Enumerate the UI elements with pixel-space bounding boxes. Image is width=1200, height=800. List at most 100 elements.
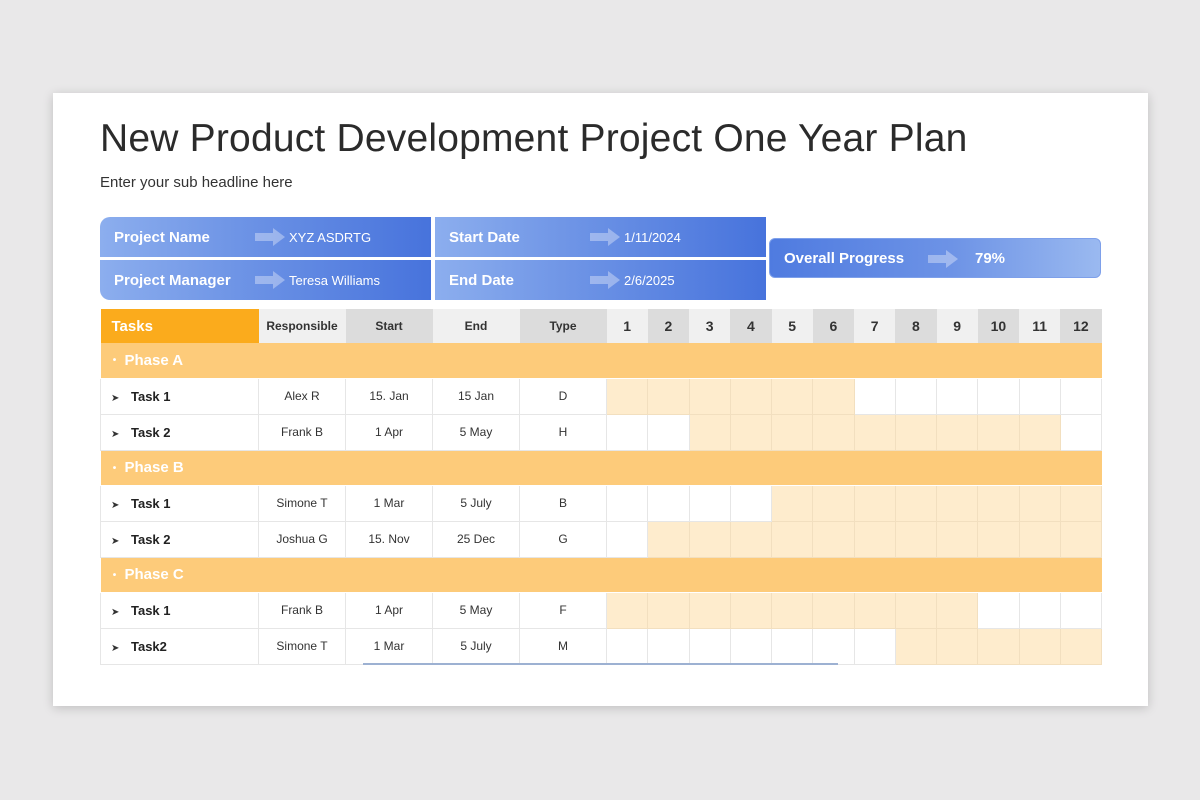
chevron-right-icon: ➤ — [111, 392, 120, 404]
arrow-right-icon — [590, 228, 620, 246]
task-type: D — [519, 377, 607, 415]
gantt-bar-cell — [729, 591, 773, 629]
gantt-bar-cell — [770, 484, 814, 522]
header-month: 11 — [1019, 309, 1061, 343]
header-month: 8 — [895, 309, 937, 343]
gantt-empty-cell — [770, 627, 814, 665]
gantt-empty-cell — [977, 591, 1020, 629]
task-responsible: Joshua G — [258, 520, 346, 558]
gantt-bar-cell — [812, 484, 855, 522]
gantt-empty-cell — [605, 413, 649, 451]
header-month: 1 — [606, 309, 648, 343]
header-month: 4 — [730, 309, 772, 343]
task-responsible: Simone T — [258, 627, 346, 665]
gantt-empty-cell — [688, 627, 731, 665]
task-name: Task 2 — [131, 424, 171, 440]
task-type: G — [519, 520, 607, 558]
end-date-box: End Date 2/6/2025 — [435, 260, 766, 300]
gantt-bar-cell — [894, 591, 938, 629]
header-month: 10 — [977, 309, 1019, 343]
phase-cell: • Phase B — [100, 450, 1102, 486]
gantt-bar-cell — [853, 413, 896, 451]
arrow-right-icon — [928, 250, 958, 268]
task-name-cell: ➤ Task 1 — [100, 591, 259, 629]
overall-progress-value: 79% — [975, 250, 1006, 267]
gantt-bar-cell — [729, 377, 773, 415]
gantt-empty-cell — [647, 484, 690, 522]
start-date-value: 1/11/2024 — [624, 229, 681, 245]
task-type: H — [519, 413, 607, 451]
gantt-table: Tasks Responsible Start End Type 1 2 3 4 5 6 7 8 9 10 1… — [100, 309, 1103, 665]
task-start: 1 Mar — [345, 484, 433, 522]
gantt-bar-cell — [812, 520, 855, 558]
project-manager-label: Project Manager — [114, 271, 231, 289]
header-responsible: Responsible — [258, 309, 346, 343]
gantt-empty-cell — [894, 377, 938, 415]
overall-progress-label: Overall Progress — [784, 250, 905, 267]
project-name-label: Project Name — [114, 228, 210, 246]
start-date-box: Start Date 1/11/2024 — [435, 217, 766, 257]
task-name-cell: ➤ Task 2 — [100, 520, 259, 558]
header-tasks: Tasks — [100, 309, 259, 343]
task-end: 25 Dec — [432, 520, 520, 558]
header-month: 6 — [812, 309, 854, 343]
gantt-empty-cell — [1059, 591, 1103, 629]
gantt-bar-cell — [935, 413, 979, 451]
table-row: ➤ Task 1 Alex R 15. Jan 15 Jan D — [100, 377, 1103, 415]
page-subtitle: Enter your sub headline here — [100, 174, 293, 191]
task-start: 15. Jan — [345, 377, 433, 415]
end-date-label: End Date — [449, 271, 515, 289]
task-name-cell: ➤ Task 2 — [100, 413, 259, 451]
header-month: 9 — [936, 309, 978, 343]
bullet-icon: • — [112, 355, 117, 367]
header-month: 2 — [647, 309, 689, 343]
task-type: M — [519, 627, 607, 665]
gantt-bar-cell — [647, 520, 690, 558]
table-header-row: Tasks Responsible Start End Type 1 2 3 4 5 6 7 8 9 10 1… — [100, 309, 1102, 343]
gantt-bar-cell — [770, 413, 814, 451]
gantt-bar-cell — [647, 377, 690, 415]
task-end: 5 May — [432, 413, 520, 451]
gantt-bar-cell — [977, 413, 1020, 451]
gantt-bar-cell — [894, 484, 938, 522]
gantt-bar-cell — [1018, 627, 1061, 665]
gantt-empty-cell — [1018, 591, 1061, 629]
task-responsible: Simone T — [258, 484, 346, 522]
gantt-empty-cell — [688, 484, 731, 522]
table-row: ➤ Task 2 Joshua G 15. Nov 25 Dec G — [100, 520, 1103, 558]
phase-cell: • Phase C — [100, 557, 1102, 593]
gantt-bar-cell — [853, 484, 896, 522]
gantt-empty-cell — [647, 413, 690, 451]
overall-progress-box: Overall Progress 79% — [769, 238, 1101, 278]
gantt-bar-cell — [977, 484, 1020, 522]
gantt-empty-cell — [605, 627, 649, 665]
phase-row: • Phase C — [100, 557, 1102, 593]
chevron-right-icon: ➤ — [111, 606, 120, 618]
bullet-icon: • — [112, 569, 117, 581]
task-start: 15. Nov — [345, 520, 433, 558]
header-month: 5 — [771, 309, 813, 343]
phase-name: Phase A — [124, 351, 184, 369]
gantt-bar-cell — [1059, 484, 1103, 522]
gantt-bar-cell — [688, 377, 731, 415]
scrollbar[interactable] — [363, 663, 838, 665]
page-title: New Product Development Project One Year… — [100, 117, 968, 160]
gantt-empty-cell — [977, 377, 1020, 415]
gantt-empty-cell — [812, 627, 855, 665]
gantt-bar-cell — [688, 520, 731, 558]
gantt-bar-cell — [894, 627, 938, 665]
header-end: End — [432, 309, 520, 343]
task-start: 1 Apr — [345, 591, 433, 629]
gantt-bar-cell — [1018, 413, 1061, 451]
project-manager-box: Project Manager Teresa Williams — [100, 260, 431, 300]
gantt-bar-cell — [729, 413, 773, 451]
gantt-bar-cell — [770, 377, 814, 415]
chevron-right-icon: ➤ — [111, 499, 120, 511]
task-name-cell: ➤ Task2 — [100, 627, 259, 665]
gantt-bar-cell — [894, 520, 938, 558]
gantt-bar-cell — [935, 591, 979, 629]
gantt-bar-cell — [770, 520, 814, 558]
phase-name: Phase B — [124, 459, 184, 476]
